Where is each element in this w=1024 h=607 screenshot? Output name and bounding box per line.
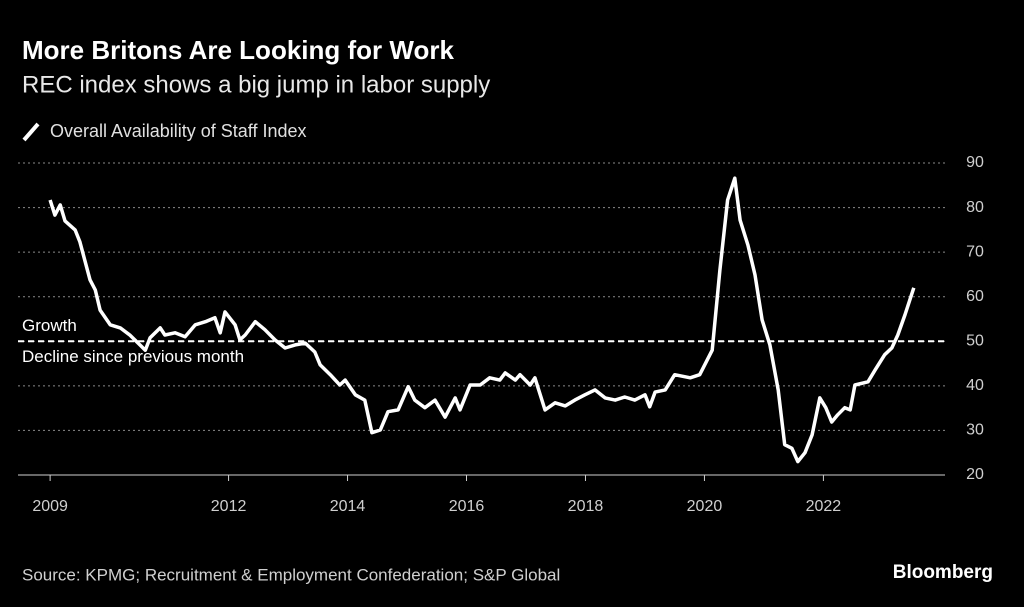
chart-subtitle: REC index shows a big jump in labor supp…: [22, 71, 490, 98]
y-tick-label: 70: [966, 243, 984, 260]
legend-swatch: [22, 122, 40, 142]
x-tick-label: 2009: [32, 498, 68, 515]
y-tick-label: 40: [966, 377, 984, 394]
y-tick-label: 20: [966, 466, 984, 483]
x-tick-label: 2014: [330, 498, 366, 515]
source: Source: KPMG; Recruitment & Employment C…: [22, 565, 560, 584]
reference-label: Growth: [22, 316, 77, 335]
chart-title: More Britons Are Looking for Work: [22, 35, 454, 65]
y-tick-label: 80: [966, 199, 984, 216]
reference-label: Decline since previous month: [22, 347, 244, 366]
y-tick-label: 90: [966, 154, 984, 171]
x-tick-label: 2022: [806, 498, 842, 515]
y-tick-label: 50: [966, 333, 984, 350]
series-line: [48, 176, 916, 464]
x-tick-label: 2020: [687, 498, 723, 515]
x-tick-label: 2012: [211, 498, 247, 515]
y-tick-label: 30: [966, 422, 984, 439]
x-tick-label: 2016: [449, 498, 485, 515]
legend-label: Overall Availability of Staff Index: [50, 121, 306, 141]
brand: Bloomberg: [893, 562, 993, 583]
y-tick-label: 60: [966, 288, 984, 305]
x-tick-label: 2018: [568, 498, 604, 515]
